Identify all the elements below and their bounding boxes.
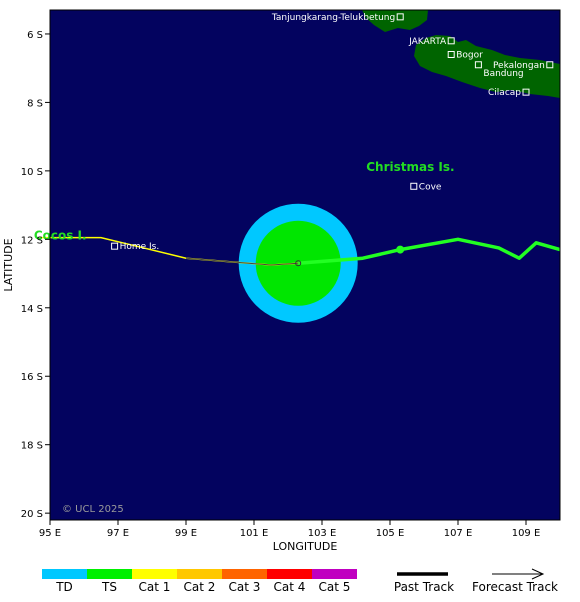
y-tick-label: 20 S	[21, 509, 43, 520]
legend-category-label: TD	[55, 580, 73, 594]
x-tick-label: 109 E	[512, 528, 541, 539]
x-tick-label: 97 E	[107, 528, 129, 539]
legend-swatch	[132, 569, 177, 579]
place-label: Tanjungkarang-Telukbetung	[271, 13, 395, 23]
current-position-marker	[295, 260, 302, 267]
y-tick-label: 12 S	[21, 235, 43, 246]
past-track-outline	[185, 257, 299, 266]
place-label: Cove	[419, 182, 442, 192]
forecast-arrow-icon	[531, 568, 545, 580]
sumatra-landmass	[362, 10, 428, 32]
place-label: Pekalongan	[493, 61, 545, 71]
y-tick-label: 18 S	[21, 441, 43, 452]
legend-swatch	[222, 569, 267, 579]
copyright-text: © UCL 2025	[62, 504, 124, 515]
place-marker	[474, 61, 482, 69]
place-label: Cilacap	[488, 88, 521, 98]
y-tick-label: 6 S	[27, 30, 43, 41]
place-label: Bandung	[483, 69, 523, 79]
x-axis-title: LONGITUDE	[273, 540, 338, 553]
legend-category-label: Cat 1	[139, 580, 171, 594]
place-markers: Tanjungkarang-Telukbetung JAKARTA Bogor Pek…	[34, 13, 554, 252]
storm-tracks	[39, 236, 561, 267]
y-tick-label: 10 S	[21, 167, 43, 178]
x-tick-label: 99 E	[175, 528, 197, 539]
legend-swatch	[87, 569, 132, 579]
forecast-track-line	[298, 237, 561, 266]
map-axes: 95 E 97 E 99 E 101 E 103 E 105 E 107 E 109 E 6 S…	[2, 30, 540, 553]
legend-swatch	[42, 569, 87, 579]
place-marker	[447, 50, 455, 58]
x-tick-label: 105 E	[376, 528, 405, 539]
place-marker	[447, 37, 455, 45]
legend-category-label: Cat 3	[229, 580, 261, 594]
place-marker	[111, 242, 119, 250]
y-tick-label: 16 S	[21, 372, 43, 383]
y-tick-label: 8 S	[27, 98, 43, 109]
forecast-track-legend-label: Forecast Track	[472, 580, 558, 594]
legend-category-label: Cat 5	[319, 580, 351, 594]
place-marker	[522, 88, 530, 96]
plot-frame	[49, 9, 561, 521]
legend-category-label: TS	[101, 580, 117, 594]
island-label: Christmas Is.	[366, 160, 454, 174]
place-label: Home Is.	[120, 242, 160, 252]
legend-swatch	[312, 569, 357, 579]
place-marker	[546, 61, 554, 69]
past-track-legend-label: Past Track	[394, 580, 454, 594]
legend-swatch	[267, 569, 312, 579]
x-tick-label: 107 E	[444, 528, 473, 539]
legend-category-label: Cat 2	[184, 580, 216, 594]
x-tick-label: 103 E	[308, 528, 337, 539]
java-landmass	[414, 35, 560, 98]
place-marker	[396, 13, 404, 21]
land-masses	[362, 10, 560, 98]
y-axis-title: LATITUDE	[2, 238, 15, 291]
legend-category-label: Cat 4	[274, 580, 306, 594]
place-label: Bogor	[456, 50, 483, 60]
legend: TD TS Cat 1 Cat 2 Cat 3 Cat 4 Cat 5 Past Track F…	[42, 568, 558, 594]
x-tick-label: 101 E	[240, 528, 269, 539]
y-tick-label: 14 S	[21, 304, 43, 315]
x-tick-label: 95 E	[39, 528, 61, 539]
place-marker	[410, 182, 418, 190]
legend-swatch	[177, 569, 222, 579]
place-label: JAKARTA	[408, 37, 447, 47]
forecast-position-marker	[396, 245, 405, 254]
